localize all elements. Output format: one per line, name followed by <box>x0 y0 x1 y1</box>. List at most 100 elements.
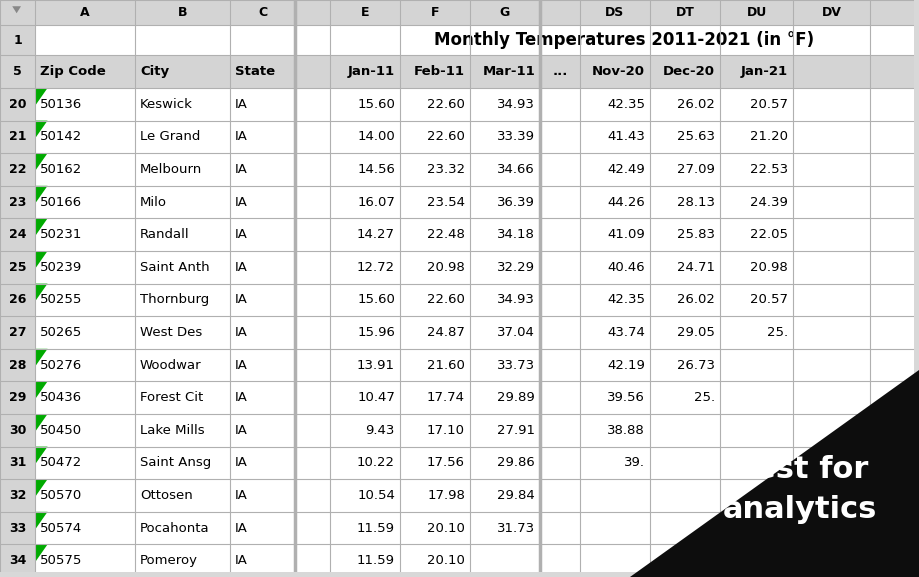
Text: 25.83: 25.83 <box>677 228 715 241</box>
Text: Ottosen: Ottosen <box>140 489 193 502</box>
Bar <box>0 414 35 447</box>
Text: 5: 5 <box>13 65 22 78</box>
Text: 20.57: 20.57 <box>750 293 788 306</box>
Polygon shape <box>35 512 48 530</box>
Text: 17.98: 17.98 <box>427 489 465 502</box>
Text: 20.10: 20.10 <box>427 522 465 535</box>
Text: 26: 26 <box>9 293 26 306</box>
Text: 22: 22 <box>9 163 27 176</box>
Text: 39.: 39. <box>624 456 645 470</box>
Text: Thornburg: Thornburg <box>140 293 210 306</box>
Text: Milo: Milo <box>140 196 167 209</box>
Text: 50239: 50239 <box>40 261 82 274</box>
Bar <box>0 55 35 88</box>
Text: 25.: 25. <box>694 391 715 404</box>
Bar <box>0 25 35 55</box>
Text: 50570: 50570 <box>40 489 82 502</box>
Text: 20.98: 20.98 <box>750 261 788 274</box>
Text: DV: DV <box>822 6 842 19</box>
Text: 39.56: 39.56 <box>607 391 645 404</box>
Text: 14.27: 14.27 <box>357 228 395 241</box>
Text: 50265: 50265 <box>40 326 82 339</box>
Text: 25.63: 25.63 <box>677 130 715 144</box>
Text: 43.74: 43.74 <box>607 326 645 339</box>
Bar <box>35 349 919 381</box>
Polygon shape <box>35 381 48 399</box>
Polygon shape <box>35 414 48 432</box>
Polygon shape <box>630 370 919 577</box>
Text: 10.47: 10.47 <box>357 391 395 404</box>
Text: State: State <box>235 65 275 78</box>
Text: Woodwar: Woodwar <box>140 358 201 372</box>
Bar <box>35 284 919 316</box>
Text: 50436: 50436 <box>40 391 82 404</box>
Text: B: B <box>177 6 187 19</box>
Polygon shape <box>35 88 48 106</box>
Text: Keswick: Keswick <box>140 98 193 111</box>
Bar <box>35 414 919 447</box>
Bar <box>35 251 919 284</box>
Text: 23: 23 <box>9 196 26 209</box>
Text: 17.74: 17.74 <box>427 391 465 404</box>
Text: Jan-21: Jan-21 <box>741 65 788 78</box>
Text: Mar-11: Mar-11 <box>482 65 535 78</box>
Text: 22.48: 22.48 <box>427 228 465 241</box>
Text: IA: IA <box>235 522 248 535</box>
Text: Feb-11: Feb-11 <box>414 65 465 78</box>
Text: West Des: West Des <box>140 326 202 339</box>
Text: 17.10: 17.10 <box>427 424 465 437</box>
Text: 20.10: 20.10 <box>427 554 465 567</box>
Bar <box>35 153 919 186</box>
Text: 42.35: 42.35 <box>607 98 645 111</box>
Text: 14.56: 14.56 <box>357 163 395 176</box>
Text: 50450: 50450 <box>40 424 82 437</box>
Text: 9.43: 9.43 <box>366 424 395 437</box>
Bar <box>0 316 35 349</box>
Text: 21.20: 21.20 <box>750 130 788 144</box>
Text: 40.46: 40.46 <box>607 261 645 274</box>
Text: 23.32: 23.32 <box>426 163 465 176</box>
Text: IA: IA <box>235 456 248 470</box>
Text: 29: 29 <box>9 391 26 404</box>
Text: 13.91: 13.91 <box>357 358 395 372</box>
Polygon shape <box>35 251 48 269</box>
Text: Monthly Temperatures 2011-2021 (in °F): Monthly Temperatures 2011-2021 (in °F) <box>435 31 814 49</box>
Text: 27.09: 27.09 <box>677 163 715 176</box>
Text: 31: 31 <box>9 456 26 470</box>
Bar <box>0 572 919 577</box>
Polygon shape <box>35 186 48 204</box>
Text: 50574: 50574 <box>40 522 82 535</box>
Text: 11.59: 11.59 <box>357 522 395 535</box>
Text: 25.: 25. <box>766 326 788 339</box>
Text: 14.00: 14.00 <box>357 130 395 144</box>
Text: IA: IA <box>235 163 248 176</box>
Bar <box>35 25 919 55</box>
Text: 50136: 50136 <box>40 98 82 111</box>
Polygon shape <box>35 545 48 563</box>
Text: 29.86: 29.86 <box>497 456 535 470</box>
Text: IA: IA <box>235 326 248 339</box>
Text: Pocahonta: Pocahonta <box>140 522 210 535</box>
Text: 12.72: 12.72 <box>357 261 395 274</box>
Polygon shape <box>35 219 48 237</box>
Text: 23.54: 23.54 <box>427 196 465 209</box>
Text: 15.60: 15.60 <box>357 98 395 111</box>
Text: 20.57: 20.57 <box>750 98 788 111</box>
Bar <box>35 545 919 577</box>
Polygon shape <box>12 6 21 13</box>
Text: 16.07: 16.07 <box>357 196 395 209</box>
Text: 27: 27 <box>9 326 27 339</box>
Text: 22.05: 22.05 <box>750 228 788 241</box>
Bar <box>0 447 35 479</box>
Bar <box>35 512 919 545</box>
Text: 42.49: 42.49 <box>607 163 645 176</box>
Text: Jan-11: Jan-11 <box>348 65 395 78</box>
Text: IA: IA <box>235 261 248 274</box>
Text: 34.66: 34.66 <box>497 163 535 176</box>
Text: G: G <box>500 6 510 19</box>
Text: 24.87: 24.87 <box>427 326 465 339</box>
Bar <box>35 479 919 512</box>
Text: IA: IA <box>235 228 248 241</box>
Text: IA: IA <box>235 130 248 144</box>
Text: IA: IA <box>235 98 248 111</box>
